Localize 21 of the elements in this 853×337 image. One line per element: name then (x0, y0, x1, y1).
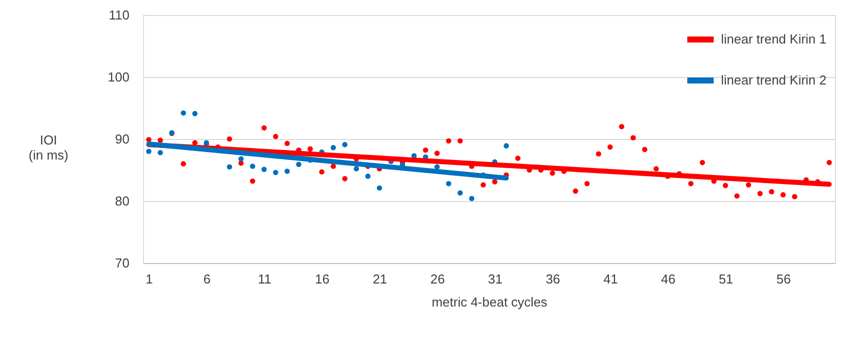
x-axis-title: metric 4-beat cycles (432, 294, 548, 310)
legend-label: linear trend Kirin 1 (721, 32, 826, 46)
x-tick-label: 26 (430, 272, 445, 286)
x-tick-label: 16 (315, 272, 330, 286)
y-tick-label: 80 (115, 194, 130, 208)
x-tick-label: 51 (718, 272, 734, 286)
x-tick-label: 46 (661, 272, 676, 286)
x-tick-label: 11 (258, 272, 272, 286)
y-axis-title: IOI (in ms) (28, 132, 68, 162)
y-tick-label: 70 (115, 256, 130, 270)
x-tick-label: 21 (372, 272, 388, 286)
y-tick-label: 90 (115, 132, 130, 146)
legend-label: linear trend Kirin 2 (721, 72, 826, 88)
y-tick-label: 110 (108, 8, 130, 22)
x-tick-label: 6 (203, 272, 211, 286)
x-tick-label: 31 (488, 272, 502, 286)
x-tick-label: 41 (603, 272, 618, 286)
y-tick-label: 100 (108, 70, 130, 84)
x-tick-label: 56 (776, 272, 791, 286)
x-tick-label: 36 (546, 272, 560, 286)
x-tick-label: 1 (146, 272, 153, 286)
